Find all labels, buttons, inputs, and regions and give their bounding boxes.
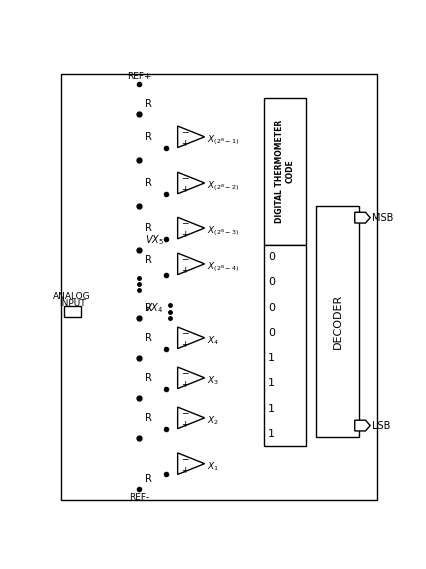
Text: ANALOG: ANALOG [53,292,91,300]
Text: REF-: REF- [129,493,149,502]
Bar [316,206,358,437]
Text: $+$: $+$ [180,339,189,349]
Polygon shape [177,172,204,194]
Text: R: R [144,98,151,109]
Text: 0: 0 [268,252,274,262]
Polygon shape [177,126,204,147]
Text: $-$: $-$ [180,172,189,182]
Polygon shape [354,212,369,223]
Bar [263,98,305,245]
Text: R: R [144,132,151,142]
Text: $X_{(2^N-3)}$: $X_{(2^N-3)}$ [207,224,239,238]
Text: $-$: $-$ [180,126,189,135]
Bar [263,245,305,446]
Text: $-$: $-$ [180,453,189,462]
Text: $X_2$: $X_2$ [207,415,219,427]
Text: 1: 1 [268,353,274,363]
Text: $+$: $+$ [180,138,189,148]
Text: 1: 1 [268,403,274,414]
Text: 0: 0 [268,278,274,287]
Text: $-$: $-$ [180,407,189,416]
Text: 1: 1 [268,428,274,439]
Text: $X_{(2^N-4)}$: $X_{(2^N-4)}$ [207,260,239,274]
Text: R: R [144,333,151,343]
Text: INPUT: INPUT [59,299,85,308]
Polygon shape [177,407,204,428]
Text: $-$: $-$ [180,253,189,262]
Polygon shape [177,453,204,475]
Text: $+$: $+$ [180,229,189,239]
Text: REF+: REF+ [127,72,151,81]
Text: R: R [144,178,151,188]
Text: $VX_4$: $VX_4$ [144,301,164,315]
Text: $+$: $+$ [180,265,189,275]
Text: DIGITAL THERMOMETER
CODE: DIGITAL THERMOMETER CODE [275,120,294,223]
Text: $X_{(2^N-1)}$: $X_{(2^N-1)}$ [207,133,239,147]
Text: $X_{(2^N-2)}$: $X_{(2^N-2)}$ [207,179,239,193]
Text: R: R [144,255,151,265]
Text: R: R [144,475,151,484]
Text: $VX_5$: $VX_5$ [144,233,164,247]
Text: $X_3$: $X_3$ [207,374,219,387]
Text: R: R [144,223,151,233]
Polygon shape [354,420,369,431]
Text: MSB: MSB [371,213,392,222]
Text: $X_1$: $X_1$ [207,460,219,473]
Text: 1: 1 [268,378,274,388]
Text: DECODER: DECODER [331,294,342,349]
Bar [63,306,81,317]
Text: R: R [144,413,151,423]
Text: $+$: $+$ [180,419,189,429]
Text: LSB: LSB [371,420,389,431]
Text: R: R [144,303,151,313]
Text: $+$: $+$ [180,465,189,475]
Text: $X_4$: $X_4$ [207,335,219,347]
Text: $-$: $-$ [180,327,189,336]
Text: $-$: $-$ [180,367,189,376]
Polygon shape [177,253,204,275]
Text: $-$: $-$ [180,217,189,226]
Text: 0: 0 [268,303,274,312]
Text: 0: 0 [268,328,274,338]
Text: $+$: $+$ [180,184,189,194]
Polygon shape [177,327,204,349]
Polygon shape [177,217,204,239]
Text: $+$: $+$ [180,379,189,389]
Text: R: R [144,373,151,383]
Polygon shape [177,367,204,389]
